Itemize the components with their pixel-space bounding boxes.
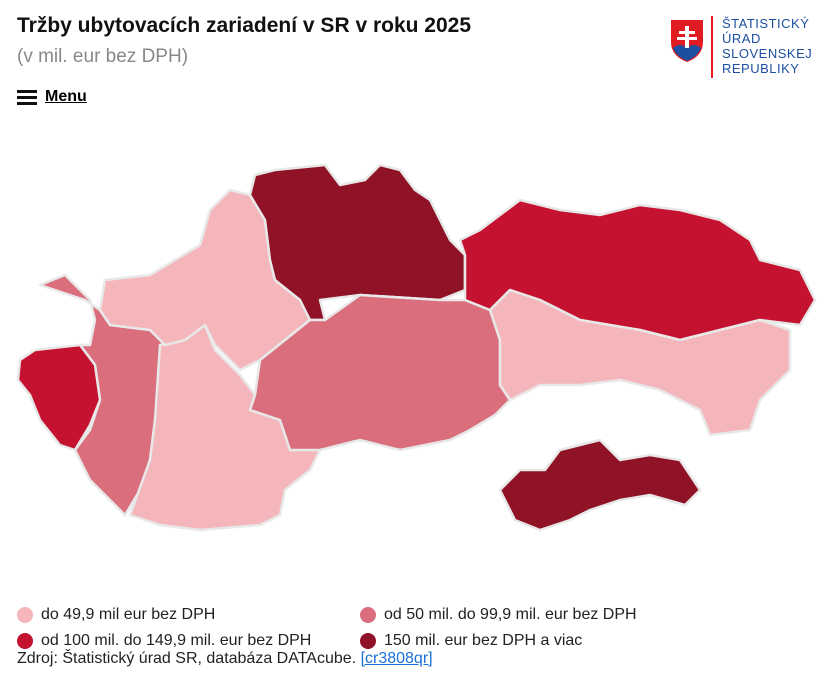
legend-label: do 49,9 mil eur bez DPH bbox=[41, 606, 216, 623]
region[interactable] bbox=[16, 343, 102, 452]
logo-divider bbox=[711, 16, 713, 78]
logo-line: ŠTATISTICKÝ bbox=[722, 16, 810, 31]
region[interactable] bbox=[128, 323, 322, 532]
legend-item[interactable]: od 50 mil. do 99,9 mil. eur bez DPH bbox=[360, 606, 637, 624]
menu-label: Menu bbox=[45, 88, 87, 105]
logo-line: ÚRAD bbox=[722, 31, 761, 46]
logo-shield bbox=[671, 20, 703, 62]
legend-label: od 50 mil. do 99,9 mil. eur bez DPH bbox=[384, 606, 637, 623]
region[interactable] bbox=[488, 288, 792, 437]
menu-button[interactable]: Menu bbox=[17, 88, 87, 106]
legend-swatch bbox=[17, 607, 33, 623]
region[interactable] bbox=[498, 438, 702, 532]
subtitle: (v mil. eur bez DPH) bbox=[17, 46, 189, 67]
legend-item[interactable]: 150 mil. eur bez DPH a viac bbox=[360, 632, 582, 650]
logo-text: ŠTATISTICKÝ ÚRAD SLOVENSKEJ REPUBLIKY bbox=[722, 16, 812, 76]
logo-line: SLOVENSKEJ bbox=[722, 46, 813, 61]
legend-swatch bbox=[360, 633, 376, 649]
legend-label: od 100 mil. do 149,9 mil. eur bez DPH bbox=[41, 632, 312, 649]
source: Zdroj: Štatistický úrad SR, databáza DAT… bbox=[17, 650, 433, 668]
logo-line: REPUBLIKY bbox=[722, 61, 800, 76]
source-text: Zdroj: Štatistický úrad SR, databáza DAT… bbox=[17, 650, 357, 667]
menu-icon bbox=[17, 90, 37, 105]
legend-swatch bbox=[17, 633, 33, 649]
legend-label: 150 mil. eur bez DPH a viac bbox=[384, 632, 583, 649]
legend-swatch bbox=[360, 607, 376, 623]
legend-item[interactable]: od 100 mil. do 149,9 mil. eur bez DPH bbox=[17, 632, 311, 650]
region[interactable] bbox=[248, 293, 512, 452]
legend-item[interactable]: do 49,9 mil eur bez DPH bbox=[17, 606, 215, 624]
map bbox=[16, 163, 817, 532]
source-link[interactable]: [cr3808qr] bbox=[360, 650, 433, 667]
title: Tržby ubytovacích zariadení v SR v roku … bbox=[17, 14, 472, 37]
